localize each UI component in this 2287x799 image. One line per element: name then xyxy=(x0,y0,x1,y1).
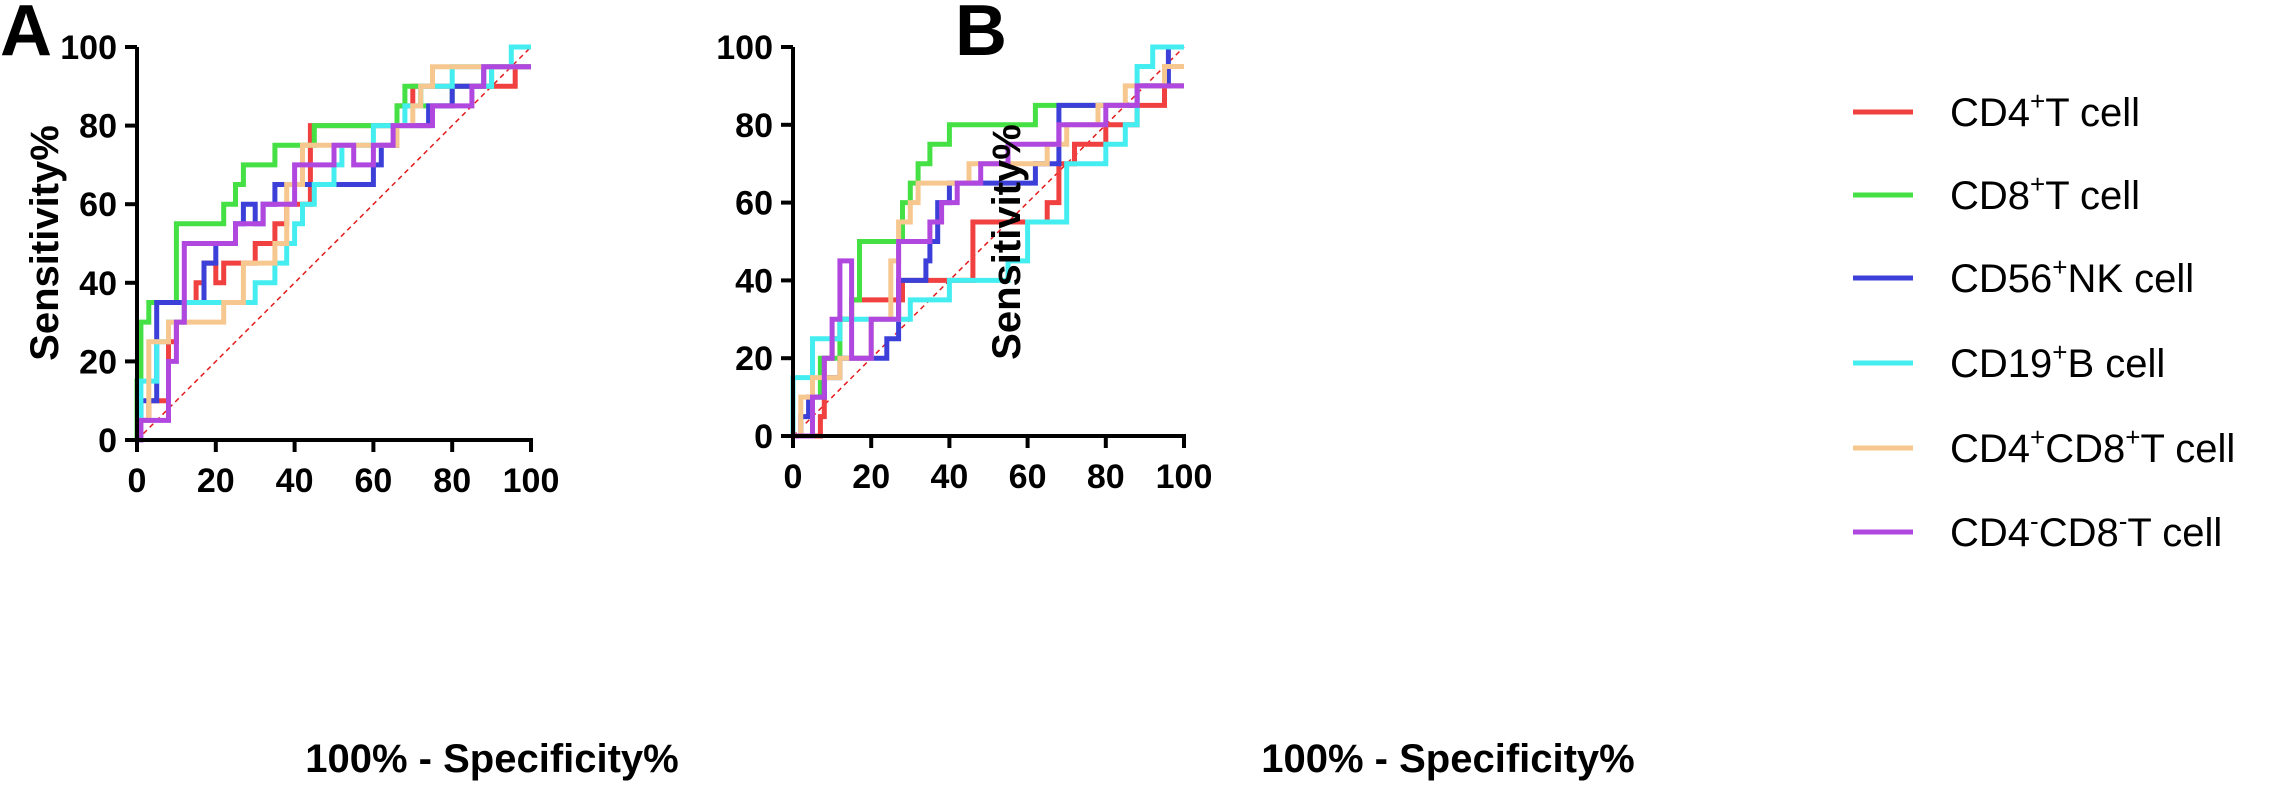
legend-item: CD4+T cell xyxy=(1853,86,2140,135)
x-axis-title: 100% - Specificity% xyxy=(1261,737,1635,781)
legend-item: CD4-CD8-T cell xyxy=(1853,506,2222,555)
y-tick-label: 0 xyxy=(754,418,773,456)
x-tick-label: 0 xyxy=(784,458,803,496)
y-axis-title: Sensitivity% xyxy=(23,125,67,361)
chart-panel-b: B 0 20 40 60 80 100 0 20 40 60 80 100 100% - Specif… xyxy=(716,0,1634,781)
y-tick-label: 80 xyxy=(79,108,117,146)
x-axis-title: 100% - Specificity% xyxy=(305,737,679,781)
x-tick-label: 20 xyxy=(197,462,235,500)
legend-label: CD4+T cell xyxy=(1950,86,2140,135)
y-tick-label: 100 xyxy=(60,29,117,67)
x-tick-label: 80 xyxy=(1087,458,1125,496)
x-tick-label: 0 xyxy=(128,462,147,500)
y-tick-label: 100 xyxy=(716,29,773,67)
y-tick-label: 40 xyxy=(79,265,117,303)
roc-line-cd4-cd8-t-cell xyxy=(137,64,531,443)
y-tick-label: 60 xyxy=(79,186,117,224)
panel-label-b: B xyxy=(955,0,1007,71)
x-tick-label: 40 xyxy=(276,462,314,500)
x-tick-label: 100 xyxy=(503,462,560,500)
reference-diagonal-line xyxy=(792,46,1185,437)
x-tick-label: 60 xyxy=(354,462,392,500)
roc-line-cd4-cd8-t-cell xyxy=(793,64,1184,439)
y-tick-label: 20 xyxy=(735,340,773,378)
panel-label-a: A xyxy=(0,0,52,71)
legend: CD4+T cell CD8+T cell CD56+NK cell CD19+… xyxy=(1853,86,2235,555)
legend-item: CD56+NK cell xyxy=(1853,252,2194,301)
legend-label: CD4-CD8-T cell xyxy=(1950,506,2222,555)
roc-line-cd4-cd8-t-cell xyxy=(137,64,531,443)
x-tick-label: 100 xyxy=(1156,458,1213,496)
y-tick-label: 0 xyxy=(98,422,117,460)
legend-item: CD19+B cell xyxy=(1853,337,2165,386)
roc-line-cd8-t-cell xyxy=(134,64,531,440)
roc-line-cd56-nk-cell xyxy=(137,64,531,443)
chart-panel-a: A 0 20 40 60 80 100 0 20 40 60 80 100 100% - Specif… xyxy=(0,0,679,781)
y-tick-label: 60 xyxy=(735,185,773,223)
x-tick-label: 60 xyxy=(1009,458,1047,496)
legend-item: CD8+T cell xyxy=(1853,169,2140,218)
roc-line-cd4-t-cell xyxy=(137,64,531,443)
reference-diagonal-line xyxy=(136,46,532,441)
legend-label: CD19+B cell xyxy=(1950,337,2165,386)
legend-label: CD4+CD8+T cell xyxy=(1950,422,2235,471)
y-tick-label: 80 xyxy=(735,107,773,145)
x-tick-label: 40 xyxy=(930,458,968,496)
legend-label: CD8+T cell xyxy=(1950,169,2140,218)
x-tick-label: 80 xyxy=(433,462,471,500)
legend-item: CD4+CD8+T cell xyxy=(1853,422,2235,471)
roc-line-cd4-cd8-t-cell xyxy=(793,83,1184,439)
x-tick-label: 20 xyxy=(852,458,890,496)
roc-line-cd19-b-cell xyxy=(790,44,1184,436)
y-tick-label: 40 xyxy=(735,262,773,300)
y-axis-title: Sensitivity% xyxy=(985,124,1029,360)
legend-label: CD56+NK cell xyxy=(1950,252,2194,301)
y-tick-label: 20 xyxy=(79,343,117,381)
